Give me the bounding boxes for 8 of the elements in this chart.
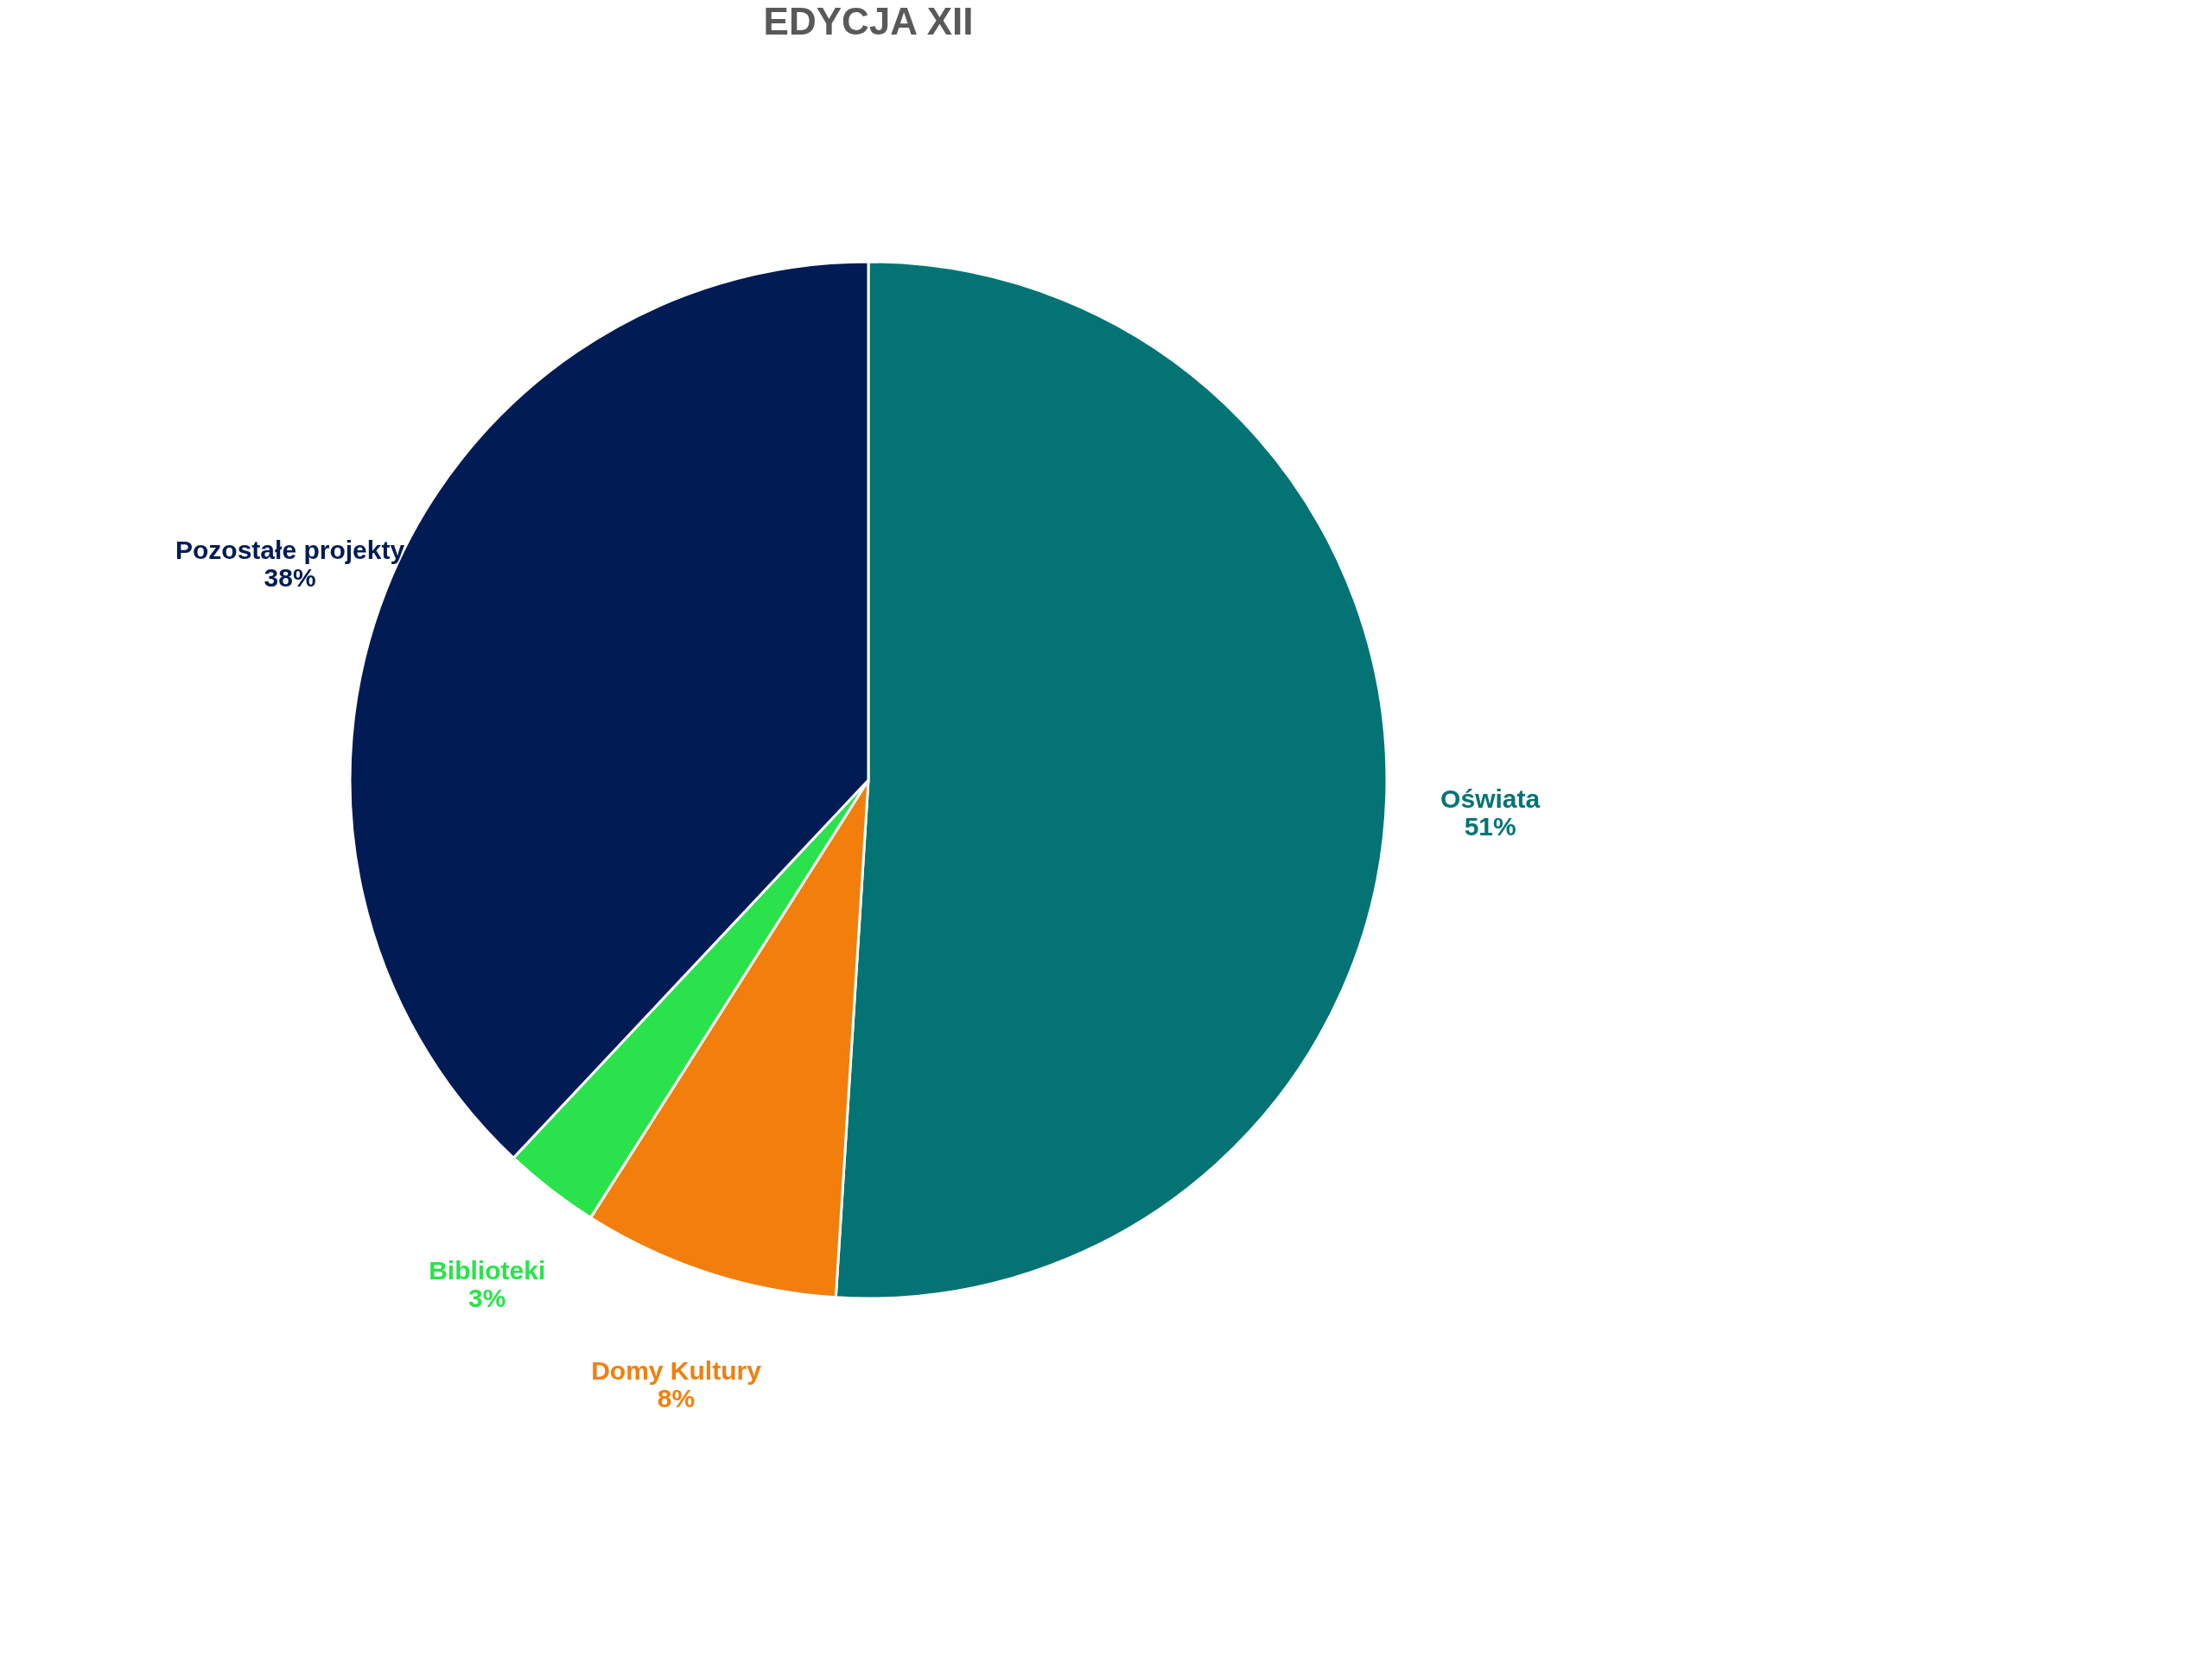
chart-title: EDYCJA XII (763, 0, 974, 42)
slice-label: Oświata (1440, 784, 1541, 813)
slice-label: Biblioteki (429, 1255, 546, 1285)
slice-label: Domy Kultury (591, 1355, 762, 1385)
data-label: 3% (468, 1283, 506, 1312)
slice-label: Pozostałe projekty (175, 535, 405, 564)
data-label: 51% (1464, 811, 1516, 841)
data-label: 8% (657, 1383, 696, 1412)
